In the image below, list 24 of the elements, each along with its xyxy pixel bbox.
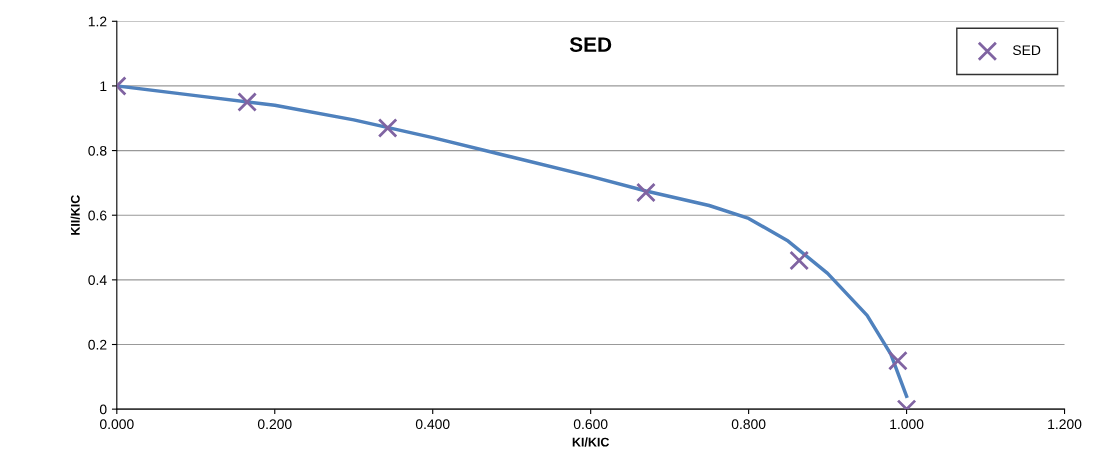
y-tick-label: 1: [100, 81, 107, 91]
y-tick-label: 0.2: [88, 339, 107, 350]
point: [377, 118, 398, 138]
point: [888, 350, 908, 371]
y-tick-label: 0.4: [88, 275, 107, 286]
x-tick-label: 1.000: [890, 419, 924, 430]
x-tick-label: 0.000: [99, 419, 134, 430]
x-tick-label: 0.600: [573, 419, 608, 430]
line-series: [116, 84, 909, 398]
y-axis-title: KII/KIC: [70, 195, 80, 235]
x-axis-title: KI/KIC: [572, 437, 610, 447]
text: SED: [569, 37, 612, 52]
legend-label: SED: [1012, 45, 1041, 56]
y-tick-label: 0.6: [88, 210, 107, 221]
point: [636, 182, 656, 203]
point: [789, 250, 810, 271]
point: [237, 92, 258, 112]
y-tick-label: 0: [99, 404, 107, 415]
x-tick-label: 0.200: [257, 419, 292, 430]
x-tick-label: 0.400: [415, 419, 450, 430]
y-tick-label: 0.8: [88, 145, 107, 156]
y-tick-label: 1.2: [88, 16, 107, 27]
x-tick-label: 0.800: [731, 419, 766, 430]
x-tick-label: 1.200: [1048, 419, 1082, 430]
